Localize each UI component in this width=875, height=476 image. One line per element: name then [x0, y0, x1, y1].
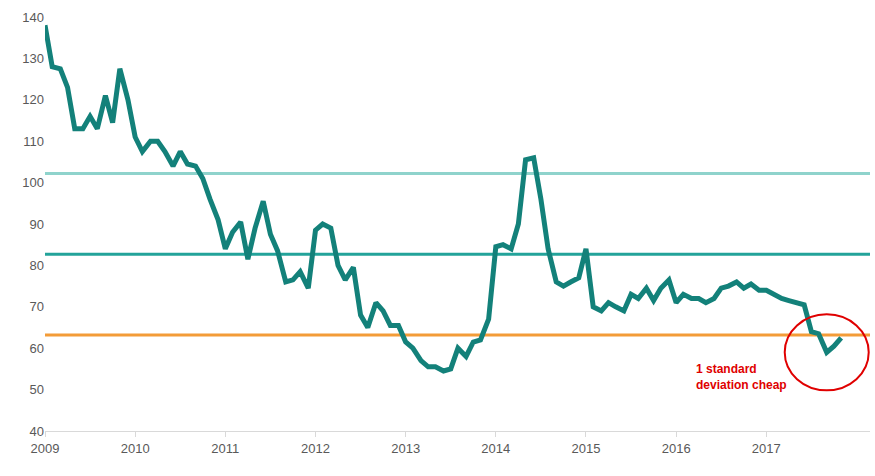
- svg-text:2012: 2012: [301, 441, 330, 456]
- svg-text:2015: 2015: [572, 441, 601, 456]
- svg-text:90: 90: [30, 217, 44, 232]
- svg-text:50: 50: [30, 382, 44, 397]
- svg-text:40: 40: [30, 424, 44, 439]
- svg-text:2014: 2014: [481, 441, 510, 456]
- svg-text:2017: 2017: [752, 441, 781, 456]
- svg-text:70: 70: [30, 299, 44, 314]
- svg-text:100: 100: [22, 175, 44, 190]
- svg-text:2016: 2016: [662, 441, 691, 456]
- svg-text:80: 80: [30, 258, 44, 273]
- svg-text:2010: 2010: [121, 441, 150, 456]
- svg-text:2009: 2009: [31, 441, 60, 456]
- svg-text:1 standarddeviation cheap: 1 standarddeviation cheap: [696, 362, 787, 392]
- svg-text:130: 130: [22, 51, 44, 66]
- svg-text:2011: 2011: [211, 441, 239, 456]
- svg-text:60: 60: [30, 341, 44, 356]
- svg-text:140: 140: [22, 10, 44, 25]
- svg-text:110: 110: [23, 134, 44, 149]
- svg-text:2013: 2013: [391, 441, 420, 456]
- svg-text:120: 120: [22, 92, 44, 107]
